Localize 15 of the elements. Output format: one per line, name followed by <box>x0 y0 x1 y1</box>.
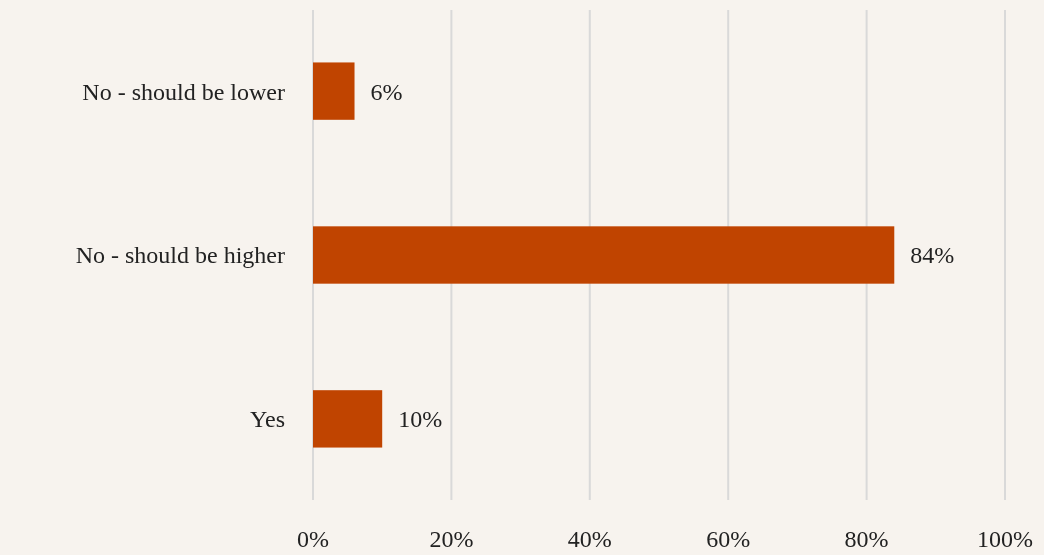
data-label: 84% <box>910 242 955 269</box>
x-tick-label: 20% <box>429 526 474 552</box>
data-label: 6% <box>370 78 403 105</box>
y-tick-label: No - should be higher <box>75 242 286 269</box>
x-tick-label: 0% <box>297 526 329 552</box>
x-tick-label: 80% <box>844 526 889 552</box>
x-tick-label: 60% <box>706 526 751 552</box>
y-tick-label: No - should be lower <box>82 78 285 105</box>
y-tick-label: Yes <box>250 406 285 433</box>
x-tick-label: 40% <box>567 526 612 552</box>
x-tick-label: 100% <box>977 526 1033 552</box>
bar <box>313 62 355 120</box>
data-label: 10% <box>398 406 443 433</box>
bar <box>313 226 895 284</box>
bar <box>313 390 383 448</box>
